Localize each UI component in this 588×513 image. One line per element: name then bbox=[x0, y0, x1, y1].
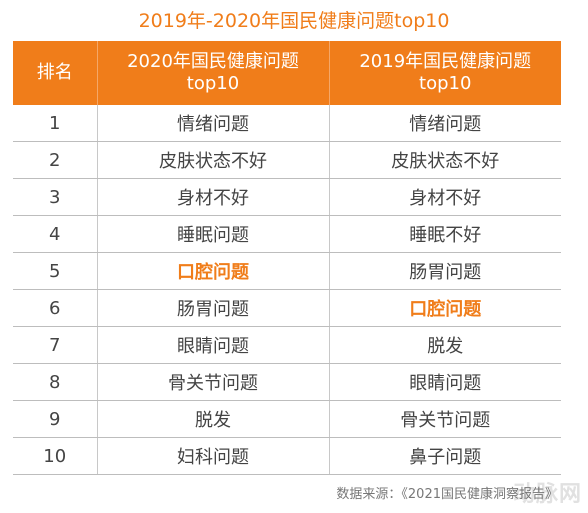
rank-cell: 7 bbox=[13, 326, 97, 364]
cell-2020: 脱发 bbox=[96, 400, 329, 438]
header-rank: 排名 bbox=[13, 41, 97, 105]
cell-2020: 骨关节问题 bbox=[96, 363, 329, 401]
cell-2019: 眼睛问题 bbox=[328, 363, 561, 401]
cell-2020: 身材不好 bbox=[96, 178, 329, 216]
source-note: 数据来源：《2021国民健康洞察报告》 bbox=[336, 487, 558, 502]
cell-2019: 口腔问题 bbox=[328, 289, 561, 327]
cell-2020: 皮肤状态不好 bbox=[96, 141, 329, 179]
cell-2019: 肠胃问题 bbox=[328, 252, 561, 290]
cell-2020: 情绪问题 bbox=[96, 105, 329, 142]
cell-2019: 情绪问题 bbox=[328, 105, 561, 142]
table-row: 7 眼睛问题 脱发 bbox=[13, 326, 561, 364]
table-row: 4 睡眠问题 睡眠不好 bbox=[13, 215, 561, 253]
cell-2019: 骨关节问题 bbox=[328, 400, 561, 438]
table-row: 3 身材不好 身材不好 bbox=[13, 178, 561, 216]
header-2019-line1: 2019年国民健康问题 bbox=[359, 51, 532, 72]
ranking-table: 排名 2020年国民健康问题 top10 2019年国民健康问题 top10 1… bbox=[13, 41, 561, 475]
header-2020-line2: top10 bbox=[186, 73, 240, 94]
cell-2019: 皮肤状态不好 bbox=[328, 141, 561, 179]
table-row: 8 骨关节问题 眼睛问题 bbox=[13, 363, 561, 401]
header-2020-line1: 2020年国民健康问题 bbox=[127, 51, 299, 72]
page-title: 2019年-2020年国民健康问题top10 bbox=[138, 10, 450, 32]
header-2020: 2020年国民健康问题 top10 bbox=[96, 41, 329, 105]
header-2019: 2019年国民健康问题 top10 bbox=[328, 41, 561, 105]
cell-2020: 眼睛问题 bbox=[96, 326, 329, 364]
rank-cell: 9 bbox=[13, 400, 97, 438]
rank-cell: 1 bbox=[13, 105, 97, 142]
cell-2019: 睡眠不好 bbox=[328, 215, 561, 253]
cell-2020: 肠胃问题 bbox=[96, 289, 329, 327]
table-row: 1 情绪问题 情绪问题 bbox=[13, 105, 561, 142]
table-row: 6 肠胃问题 口腔问题 bbox=[13, 289, 561, 327]
rank-cell: 8 bbox=[13, 363, 97, 401]
cell-2019: 身材不好 bbox=[328, 178, 561, 216]
cell-2019: 鼻子问题 bbox=[328, 437, 561, 475]
rank-cell: 6 bbox=[13, 289, 97, 327]
table-row: 10 妇科问题 鼻子问题 bbox=[13, 437, 561, 475]
rank-cell: 5 bbox=[13, 252, 97, 290]
rank-cell: 4 bbox=[13, 215, 97, 253]
table-row: 9 脱发 骨关节问题 bbox=[13, 400, 561, 438]
rank-cell: 10 bbox=[13, 437, 97, 475]
cell-2019: 脱发 bbox=[328, 326, 561, 364]
table-row: 2 皮肤状态不好 皮肤状态不好 bbox=[13, 141, 561, 179]
cell-2020: 口腔问题 bbox=[96, 252, 329, 290]
header-2019-line2: top10 bbox=[419, 73, 472, 94]
table-row: 5 口腔问题 肠胃问题 bbox=[13, 252, 561, 290]
table-body: 1 情绪问题 情绪问题 2 皮肤状态不好 皮肤状态不好 3 身材不好 身材不好 4 睡眠问题 睡眠不好… bbox=[13, 105, 561, 475]
rank-cell: 2 bbox=[13, 141, 97, 179]
cell-2020: 妇科问题 bbox=[96, 437, 329, 475]
table-header-row: 排名 2020年国民健康问题 top10 2019年国民健康问题 top10 bbox=[13, 41, 561, 105]
rank-cell: 3 bbox=[13, 178, 97, 216]
cell-2020: 睡眠问题 bbox=[96, 215, 329, 253]
